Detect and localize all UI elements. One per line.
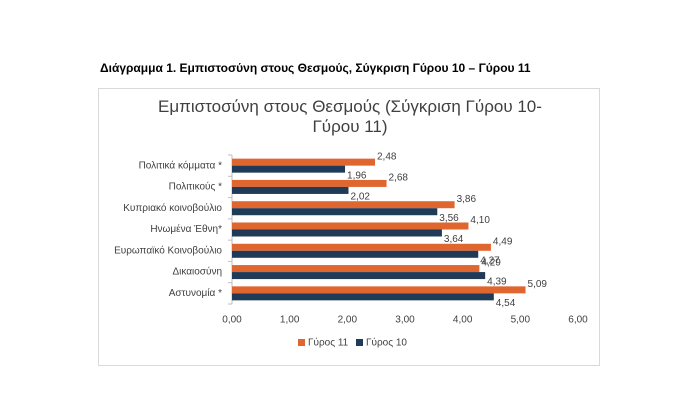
y-tick-label: Πολιτικά κόμματα * xyxy=(139,159,223,171)
x-tick-label: 2,00 xyxy=(338,315,358,326)
y-tick-label: Δικαιοσύνη xyxy=(172,266,222,278)
value-label: 1,96 xyxy=(347,170,367,181)
chart-frame xyxy=(98,88,600,366)
value-label: 2,48 xyxy=(377,151,397,162)
x-tick-label: 4,00 xyxy=(453,315,473,326)
value-label: 4,29 xyxy=(481,258,501,269)
value-label: 4,10 xyxy=(470,215,490,226)
bar xyxy=(232,286,526,294)
bar xyxy=(232,208,438,216)
bar xyxy=(232,186,349,194)
x-tick-label: 5,00 xyxy=(511,315,531,326)
y-tick-label: Αστυνομία * xyxy=(169,287,222,299)
bar xyxy=(232,222,469,230)
legend-swatch xyxy=(356,339,363,346)
bar xyxy=(232,272,486,280)
x-tick-label: 6,00 xyxy=(568,315,588,326)
bar xyxy=(232,265,480,273)
value-label: 3,64 xyxy=(444,234,464,245)
x-tick-label: 0,00 xyxy=(222,315,242,326)
y-tick-label: Ευρωπαϊκό Κοινοβούλιο xyxy=(114,244,222,256)
x-tick-label: 1,00 xyxy=(280,315,300,326)
value-label: 4,54 xyxy=(496,298,516,309)
value-label: 2,02 xyxy=(350,192,370,203)
value-label: 2,68 xyxy=(389,173,409,184)
value-label: 3,86 xyxy=(457,194,477,205)
document-title: Διάγραμμα 1. Εμπιστοσύνη στους Θεσμούς, … xyxy=(100,61,531,75)
bar xyxy=(232,158,376,166)
value-label: 3,56 xyxy=(439,213,459,224)
legend-swatch xyxy=(298,339,305,346)
bar xyxy=(232,243,491,251)
value-label: 4,39 xyxy=(487,277,507,288)
legend-label: Γύρος 10 xyxy=(366,337,407,349)
bar xyxy=(232,179,387,187)
bar xyxy=(232,201,455,209)
x-tick-label: 3,00 xyxy=(395,315,415,326)
value-label: 4,27 xyxy=(480,255,500,266)
value-label: 4,49 xyxy=(493,236,513,247)
bar xyxy=(232,250,479,258)
bar xyxy=(232,165,346,173)
chart-title: Εμπιστοσύνη στους Θεσμούς (Σύγκριση Γύρο… xyxy=(158,97,542,136)
y-tick-label: Ηνωμένα Έθνη* xyxy=(150,223,222,235)
y-tick-label: Πολιτικούς * xyxy=(169,181,222,193)
value-label: 5,09 xyxy=(528,279,548,290)
bar xyxy=(232,229,442,237)
legend-label: Γύρος 11 xyxy=(308,337,349,349)
y-tick-label: Κυπριακό κοινοβούλιο xyxy=(123,202,222,214)
bar xyxy=(232,293,494,301)
